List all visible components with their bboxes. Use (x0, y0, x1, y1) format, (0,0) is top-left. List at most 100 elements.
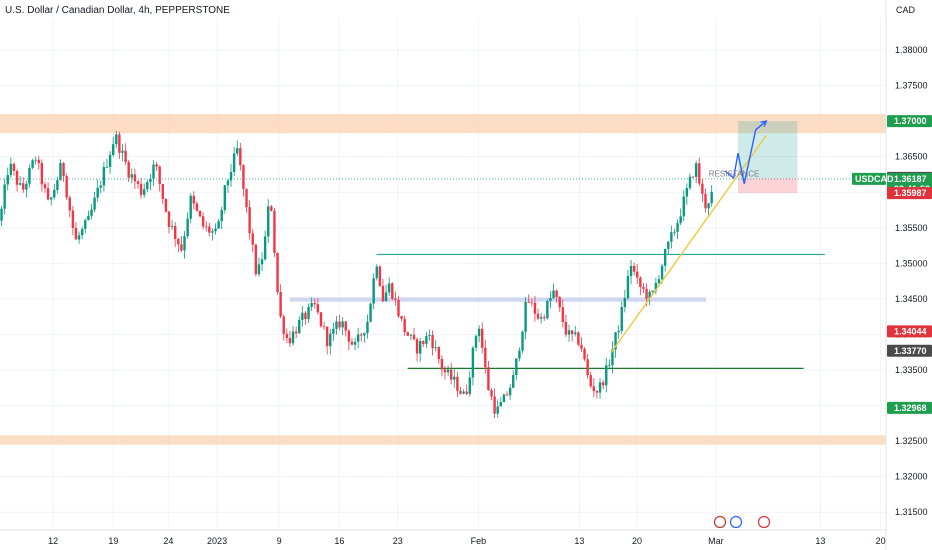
candle-body (18, 183, 22, 185)
candle-body (471, 347, 475, 378)
candle-body (335, 321, 338, 329)
candle-body (577, 332, 580, 345)
time-tick-label: 2023 (207, 536, 227, 546)
candle-body (37, 159, 40, 164)
candle-body (667, 241, 670, 250)
price-tick-label: 1.35000 (895, 258, 928, 268)
candle-body (186, 218, 189, 237)
candle-body (136, 181, 140, 184)
price-tick-label: 1.36500 (895, 152, 928, 162)
candle-body (378, 266, 382, 286)
candle-body (524, 301, 527, 332)
candle-body (490, 390, 493, 397)
candle-body (456, 376, 459, 391)
candle-body (195, 203, 199, 211)
economic-event-icon[interactable] (757, 515, 771, 529)
candle-body (586, 359, 589, 376)
candle-body (174, 226, 177, 239)
candle-body (598, 382, 602, 393)
candle-body (415, 339, 419, 354)
candle-body (127, 162, 130, 178)
candle-body (46, 188, 50, 200)
price-axis[interactable]: 1.380001.375001.370001.365001.360001.355… (885, 0, 928, 550)
candle-body (130, 174, 133, 178)
candle-body (487, 367, 490, 391)
candle-body (118, 134, 121, 153)
candle-body (158, 166, 161, 184)
time-tick-label: 16 (334, 536, 344, 546)
candle-body (570, 330, 574, 335)
candle-body (329, 333, 332, 347)
candle-body (403, 318, 406, 333)
time-tick-label: 19 (108, 536, 118, 546)
candles (0, 130, 713, 419)
economic-event-icon[interactable] (713, 515, 727, 529)
candle-body (239, 148, 242, 166)
drawings[interactable]: RESISTANCE (610, 120, 768, 353)
candle-body (301, 312, 304, 320)
candle-body (651, 290, 654, 292)
candle-body (539, 317, 543, 319)
candle-body (115, 134, 118, 145)
candle-body (341, 321, 344, 328)
time-tick-label: 23 (393, 536, 403, 546)
resistance-zone[interactable] (0, 114, 886, 134)
candle-body (595, 391, 599, 393)
candle-body (437, 347, 440, 360)
candle-body (583, 348, 586, 360)
time-tick-label: Mar (708, 536, 724, 546)
candle-body (626, 276, 630, 299)
candle-body (276, 252, 279, 293)
candle-body (65, 176, 68, 198)
candle-body (536, 313, 540, 319)
candle-body (704, 193, 707, 209)
blue-zone[interactable] (289, 297, 707, 302)
candle-body (139, 183, 143, 195)
candle-body (71, 210, 75, 228)
economic-event-icon[interactable] (729, 515, 743, 529)
candle-body (56, 180, 59, 190)
candle-body (338, 321, 341, 328)
candle-body (133, 174, 137, 182)
price-badge-label: 1.36187 (894, 174, 927, 184)
candle-body (412, 334, 416, 340)
stop-zone[interactable] (738, 177, 798, 194)
candle-body (629, 265, 633, 277)
candle-body (350, 341, 354, 345)
candle-body (425, 336, 428, 344)
support-zone[interactable] (0, 435, 886, 445)
forecast-arrow[interactable] (724, 120, 767, 184)
candle-body (400, 316, 403, 319)
event-icons[interactable] (713, 515, 771, 529)
candle-body (316, 304, 320, 313)
candle-body (434, 347, 437, 349)
candle-body (142, 189, 146, 195)
candle-body (499, 402, 503, 407)
candle-body (660, 265, 664, 280)
candle-body (474, 336, 478, 348)
candle-body (639, 277, 642, 288)
candle-body (636, 271, 639, 278)
candle-body (533, 302, 537, 314)
horizontal-levels[interactable] (0, 178, 886, 369)
candle-body (694, 163, 698, 177)
candle-body (564, 322, 568, 335)
candle-body (28, 167, 31, 184)
candle-body (294, 331, 298, 334)
candle-body (22, 183, 25, 190)
candle-body (87, 215, 90, 221)
candle-body (99, 185, 102, 188)
candle-body (288, 338, 292, 344)
candle-body (580, 344, 583, 349)
candle-body (80, 228, 84, 236)
candle-body (527, 301, 530, 303)
candle-body (512, 375, 515, 388)
time-axis[interactable]: 12 19 24 2023 9 16 23 Feb 13 20 Mar 13 20 (0, 529, 886, 546)
position-box[interactable] (738, 121, 798, 194)
candle-body (657, 279, 661, 283)
candle-body (273, 210, 276, 253)
candle-body (170, 226, 174, 227)
trendline[interactable] (610, 134, 767, 353)
